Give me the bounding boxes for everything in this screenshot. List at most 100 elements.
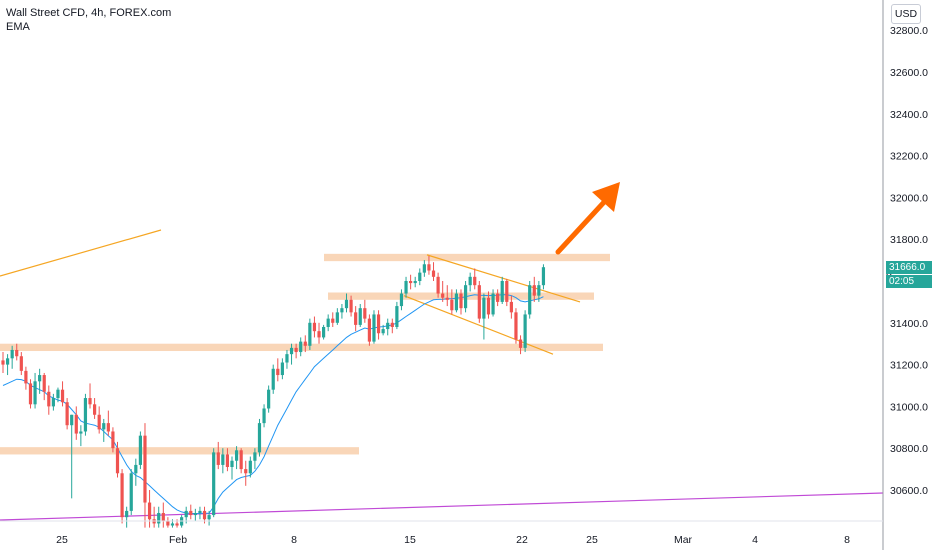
candle: [367, 314, 371, 346]
candle-body: [367, 318, 371, 342]
candle: [198, 506, 202, 520]
candle-body: [299, 341, 303, 353]
currency-button[interactable]: USD: [891, 4, 921, 24]
candle-body: [120, 473, 124, 518]
candle-body: [262, 408, 266, 424]
time-tick-label: 25: [586, 534, 598, 546]
candle-body: [505, 281, 509, 302]
candle: [326, 314, 330, 332]
candle-body: [344, 299, 349, 309]
candle-body: [175, 523, 179, 526]
candle: [88, 383, 92, 409]
candle: [381, 324, 385, 336]
candle: [120, 469, 124, 524]
time-tick-label: 22: [516, 534, 528, 546]
candle: [115, 441, 120, 478]
candle: [157, 506, 161, 528]
candle: [482, 293, 486, 340]
candle-body: [500, 281, 504, 302]
candle-body: [157, 512, 161, 524]
candle-body: [285, 354, 289, 363]
candle: [70, 414, 74, 499]
candle-body: [532, 285, 536, 296]
candle: [518, 335, 523, 355]
candle: [10, 345, 14, 369]
candle-body: [390, 322, 394, 327]
candle-body: [244, 469, 248, 474]
indicator-label-ema[interactable]: EMA: [6, 21, 30, 33]
candle: [294, 343, 298, 359]
candle-body: [450, 299, 454, 311]
candle-body: [170, 523, 175, 526]
candle: [459, 289, 463, 315]
candle: [129, 469, 133, 516]
candle-body: [537, 285, 541, 296]
candle-body: [202, 510, 207, 520]
candle: [450, 289, 454, 315]
candle-body: [93, 404, 97, 415]
candle: [47, 385, 51, 415]
candle-body: [358, 308, 362, 325]
candle: [248, 456, 252, 478]
time-tick-label: 8: [844, 534, 850, 546]
price-tick-label: 31400.0: [890, 318, 928, 330]
breakout-arrow: [555, 182, 620, 255]
candle-body: [5, 358, 10, 365]
candle-body: [413, 281, 417, 284]
ema-path: [2, 294, 544, 515]
candle-body: [331, 318, 335, 323]
candle: [376, 310, 381, 340]
candle: [441, 281, 445, 302]
price-tick-label: 31000.0: [890, 401, 928, 413]
candle-body: [65, 402, 69, 426]
candle-body: [518, 339, 523, 348]
candle-body: [1, 360, 5, 365]
candle-body: [38, 375, 42, 382]
candle: [83, 393, 88, 436]
candle: [15, 343, 19, 361]
trendline-purple: [0, 492, 884, 521]
candle: [496, 289, 500, 307]
candle: [28, 379, 33, 409]
time-tick-label: Mar: [674, 534, 693, 546]
candle-body: [381, 329, 385, 334]
candle: [390, 318, 394, 334]
candle: [468, 272, 472, 292]
candle-body: [523, 314, 527, 348]
candle: [33, 372, 37, 409]
candle-body: [15, 349, 19, 357]
candle-body: [239, 450, 243, 470]
time-tick-label: 15: [404, 534, 416, 546]
candle-body: [326, 318, 330, 327]
candle: [505, 278, 509, 307]
candle-body: [56, 389, 60, 399]
candle: [537, 281, 541, 302]
candle-body: [42, 375, 46, 392]
candle: [65, 398, 69, 430]
candle: [271, 364, 275, 394]
symbol-title[interactable]: Wall Street CFD, 4h, FOREX.com: [6, 7, 172, 19]
candle-body: [10, 349, 14, 359]
candle-body: [340, 308, 344, 313]
candle: [161, 502, 165, 528]
candle-body: [230, 460, 234, 468]
time-axis[interactable]: 25 Feb 8 15 22 25 Mar 4 8: [56, 534, 850, 546]
candle: [257, 418, 262, 457]
candle: [486, 291, 491, 319]
candle-body: [289, 347, 294, 355]
candle: [404, 276, 408, 298]
trendline-left: [0, 229, 162, 277]
price-tick-label: 32000.0: [890, 192, 928, 204]
candle-body: [19, 356, 23, 371]
candle-body: [491, 293, 495, 315]
candle-body: [221, 454, 225, 465]
chart-legend: Wall Street CFD, 4h, FOREX.com EMA: [6, 6, 171, 34]
candle: [299, 337, 303, 357]
price-tick-label: 30600.0: [890, 485, 928, 497]
candle-body: [349, 299, 353, 313]
candle: [262, 404, 266, 428]
candle-body: [70, 414, 74, 426]
candle-body: [271, 368, 275, 390]
candle-body: [294, 347, 298, 353]
